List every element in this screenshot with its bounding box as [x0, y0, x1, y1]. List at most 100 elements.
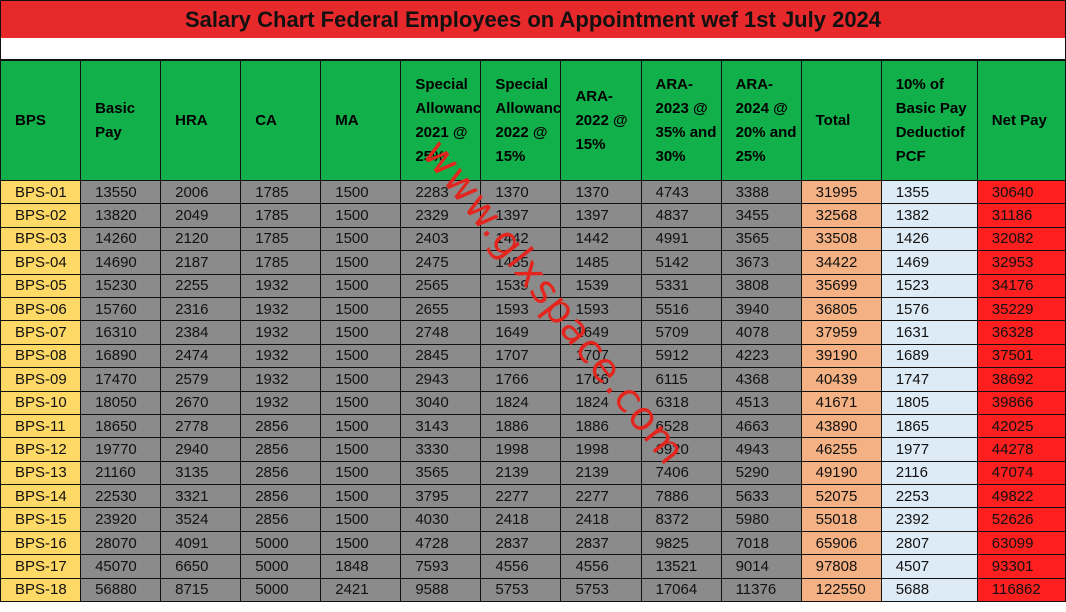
- table-cell: 37501: [976, 343, 1066, 369]
- table-cell: 3330: [400, 437, 482, 462]
- table-cell: 5142: [640, 250, 722, 275]
- table-cell: 5000: [240, 577, 322, 603]
- table-cell: 2418: [560, 507, 642, 532]
- table-cell: 2418: [480, 507, 562, 532]
- table-cell: 1500: [320, 343, 402, 369]
- table-cell: 2475: [400, 250, 482, 275]
- table-cell: 1707: [480, 343, 562, 369]
- table-cell: 9588: [400, 577, 482, 603]
- table-cell: 1500: [320, 250, 402, 275]
- table-row: BPS-10 18050 2670 1932 1500 3040 1824 1824 6318 4…: [0, 390, 1066, 415]
- table-cell: 2316: [160, 296, 242, 322]
- table-cell: BPS-04: [0, 250, 82, 275]
- table-cell: 36328: [976, 320, 1066, 345]
- table-cell: 4943: [720, 437, 802, 462]
- table-cell: 122550: [800, 577, 882, 603]
- table-cell: 1932: [240, 296, 322, 322]
- table-cell: 55018: [800, 507, 882, 532]
- table-cell: 1500: [320, 273, 402, 298]
- table-cell: 13820: [80, 203, 162, 228]
- table-row: BPS-17 45070 6650 5000 1848 7593 4556 4556 13521…: [0, 554, 1066, 579]
- table-cell: BPS-09: [0, 367, 82, 392]
- table-row: BPS-01 13550 2006 1785 1500 2283 1370 1370 4743 3…: [0, 179, 1066, 205]
- table-row: BPS-15 23920 3524 2856 1500 4030 2418 2418 8372 5…: [0, 507, 1066, 532]
- table-cell: 5000: [240, 530, 322, 556]
- table-cell: 1500: [320, 179, 402, 205]
- table-cell: 6920: [640, 437, 722, 462]
- table-cell: BPS-13: [0, 460, 82, 486]
- table-cell: 1539: [480, 273, 562, 298]
- table-cell: 2655: [400, 296, 482, 322]
- table-cell: 3565: [720, 226, 802, 252]
- table-cell: 1785: [240, 179, 322, 205]
- table-cell: 2421: [320, 577, 402, 603]
- table-cell: 1689: [880, 343, 978, 369]
- table-cell: 13521: [640, 554, 722, 579]
- table-cell: 4368: [720, 367, 802, 392]
- table-cell: 15230: [80, 273, 162, 298]
- column-header: BPS: [0, 60, 82, 181]
- table-cell: 2329: [400, 203, 482, 228]
- table-cell: 1500: [320, 367, 402, 392]
- table-cell: 5980: [720, 507, 802, 532]
- table-cell: BPS-18: [0, 577, 82, 603]
- column-header: 10% of Basic Pay Deductiof PCF: [880, 60, 978, 181]
- table-cell: 2837: [480, 530, 562, 556]
- table-cell: 1785: [240, 203, 322, 228]
- table-cell: 30640: [976, 179, 1066, 205]
- table-cell: 36805: [800, 296, 882, 322]
- table-cell: 2006: [160, 179, 242, 205]
- table-cell: BPS-07: [0, 320, 82, 345]
- table-row: BPS-13 21160 3135 2856 1500 3565 2139 2139 7406 5…: [0, 460, 1066, 486]
- table-cell: 2277: [480, 484, 562, 509]
- table-cell: 39190: [800, 343, 882, 369]
- table-cell: 1539: [560, 273, 642, 298]
- table-cell: 2837: [560, 530, 642, 556]
- table-cell: 3455: [720, 203, 802, 228]
- table-cell: 1500: [320, 484, 402, 509]
- table-cell: 5912: [640, 343, 722, 369]
- table-cell: BPS-12: [0, 437, 82, 462]
- table-cell: 1485: [560, 250, 642, 275]
- table-cell: 35699: [800, 273, 882, 298]
- table-cell: 14260: [80, 226, 162, 252]
- table-cell: 1523: [880, 273, 978, 298]
- table-cell: 2392: [880, 507, 978, 532]
- table-cell: 2856: [240, 413, 322, 439]
- table-cell: 52075: [800, 484, 882, 509]
- table-cell: BPS-05: [0, 273, 82, 298]
- table-cell: 1886: [480, 413, 562, 439]
- column-header: HRA: [160, 60, 242, 181]
- column-header: Special Allowance/DRA 2021 @ 25%: [400, 60, 482, 181]
- table-cell: 93301: [976, 554, 1066, 579]
- table-cell: 4091: [160, 530, 242, 556]
- table-cell: 6115: [640, 367, 722, 392]
- table-cell: 42025: [976, 413, 1066, 439]
- table-cell: 1886: [560, 413, 642, 439]
- table-cell: 1500: [320, 296, 402, 322]
- table-cell: BPS-06: [0, 296, 82, 322]
- table-cell: 1593: [560, 296, 642, 322]
- blank-spacer-row: [0, 38, 1066, 60]
- table-row: BPS-12 19770 2940 2856 1500 3330 1998 1998 6920 4…: [0, 437, 1066, 462]
- table-cell: 1707: [560, 343, 642, 369]
- table-cell: 6318: [640, 390, 722, 415]
- title-bar: Salary Chart Federal Employees on Appoin…: [0, 0, 1066, 39]
- table-cell: 31995: [800, 179, 882, 205]
- table-row: BPS-02 13820 2049 1785 1500 2329 1397 1397 4837 3…: [0, 203, 1066, 228]
- table-cell: 16310: [80, 320, 162, 345]
- column-header: ARA-2022 @ 15%: [560, 60, 642, 181]
- table-row: BPS-08 16890 2474 1932 1500 2845 1707 1707 5912 4…: [0, 343, 1066, 369]
- table-cell: 1442: [480, 226, 562, 252]
- table-cell: 1500: [320, 507, 402, 532]
- table-cell: 3135: [160, 460, 242, 486]
- table-cell: 1932: [240, 343, 322, 369]
- table-cell: 2139: [560, 460, 642, 486]
- table-row: BPS-04 14690 2187 1785 1500 2475 1485 1485 5142 3…: [0, 250, 1066, 275]
- table-cell: 4556: [560, 554, 642, 579]
- table-cell: 2384: [160, 320, 242, 345]
- table-cell: 1500: [320, 413, 402, 439]
- table-cell: 1382: [880, 203, 978, 228]
- table-cell: 46255: [800, 437, 882, 462]
